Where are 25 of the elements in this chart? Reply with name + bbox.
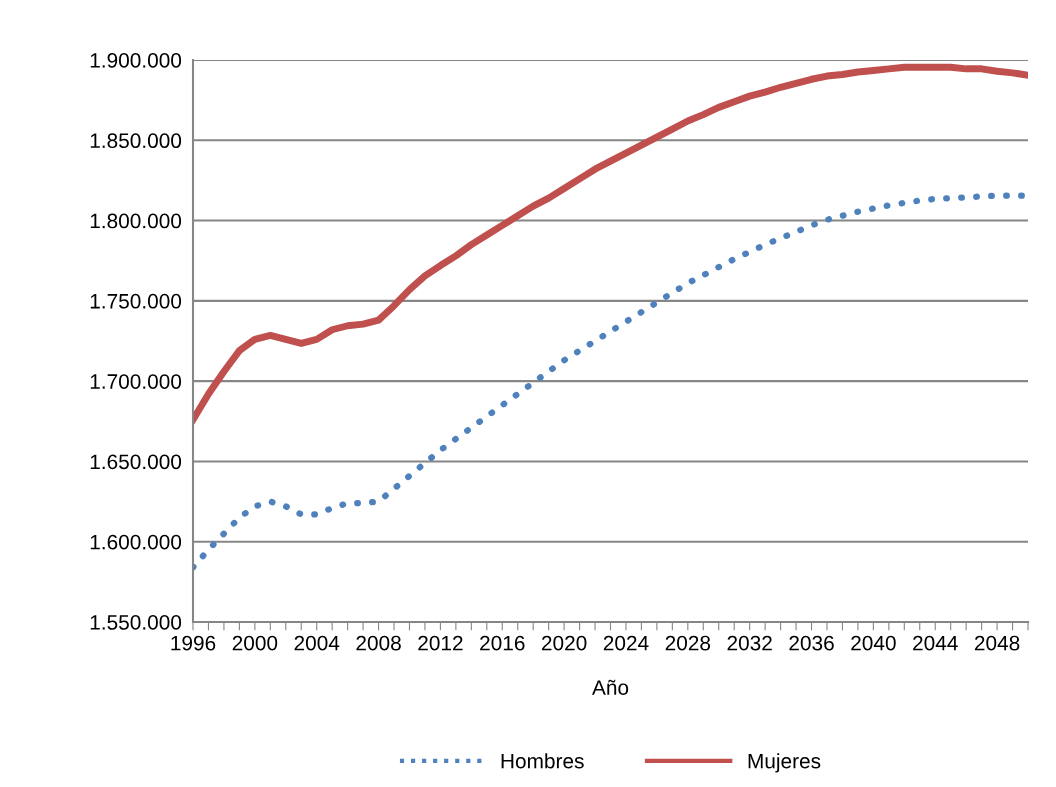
x-tick-label: 2032 — [727, 635, 772, 651]
y-tick-label: 1.900.000 — [90, 53, 182, 68]
y-tick-label: 1.850.000 — [90, 133, 182, 149]
x-tick-label: 2016 — [480, 635, 525, 651]
x-tick-label: 2000 — [232, 635, 278, 651]
y-tick-label: 1.800.000 — [90, 213, 182, 229]
x-tick-label: 2024 — [603, 635, 649, 651]
x-tick-label: 2040 — [851, 635, 896, 651]
y-tick-label: 1.550.000 — [90, 615, 182, 630]
x-axis-title: Año — [592, 679, 629, 695]
x-tick-label: 1996 — [171, 635, 216, 651]
x-tick-label: 2012 — [418, 635, 463, 651]
y-tick-label: 1.750.000 — [90, 293, 182, 309]
y-tick-label: 1.700.000 — [90, 374, 182, 389]
x-tick-label: 2048 — [974, 635, 1020, 651]
x-tick-label: 2008 — [356, 635, 401, 651]
x-tick-label: 2044 — [913, 635, 958, 651]
x-tick-label: 2020 — [541, 635, 587, 651]
legend-label: Mujeres — [748, 753, 821, 773]
x-tick-label: 2004 — [294, 635, 340, 651]
legend-label: Hombres — [501, 753, 584, 769]
y-tick-label: 1.600.000 — [90, 534, 182, 550]
x-tick-label: 2028 — [665, 635, 711, 651]
y-tick-label: 1.650.000 — [90, 454, 182, 470]
x-tick-label: 2036 — [789, 635, 834, 651]
